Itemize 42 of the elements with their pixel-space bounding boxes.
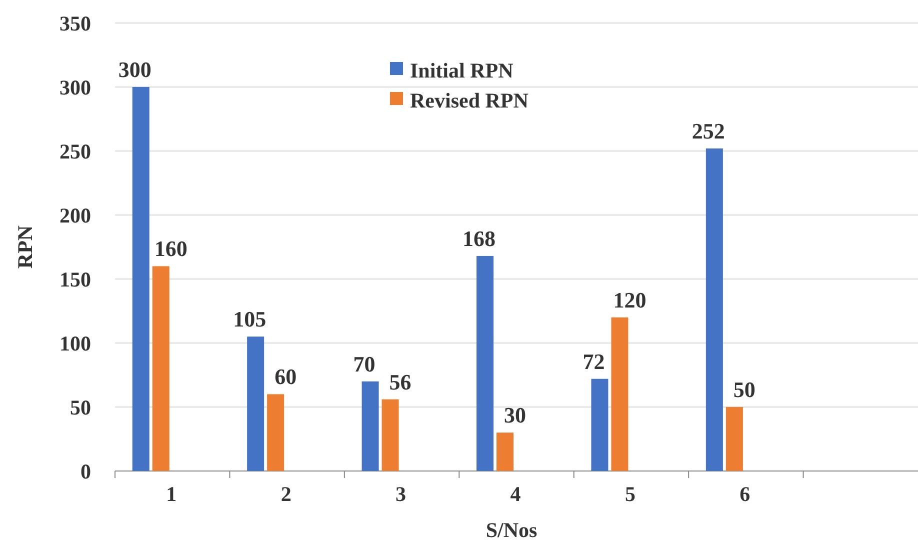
bar xyxy=(706,148,723,471)
data-label: 70 xyxy=(353,351,376,376)
bar xyxy=(496,432,514,471)
data-label: 252 xyxy=(692,118,725,144)
x-tick-label: 5 xyxy=(624,482,636,506)
data-label: 105 xyxy=(233,306,266,332)
bar xyxy=(152,266,170,471)
data-label: 50 xyxy=(733,377,756,402)
legend-label: Revised RPN xyxy=(410,88,528,112)
y-tick-label: 350 xyxy=(60,11,91,36)
data-label: 120 xyxy=(613,287,646,312)
y-tick-label: 0 xyxy=(80,459,91,484)
data-label: 168 xyxy=(462,226,496,251)
y-tick-label: 250 xyxy=(60,139,91,164)
x-axis-title: S/Nos xyxy=(486,518,538,542)
x-tick-label: 1 xyxy=(166,482,177,506)
bar xyxy=(132,87,150,471)
x-tick-label: 4 xyxy=(510,482,522,506)
y-tick-label: 50 xyxy=(70,395,91,420)
y-tick-label: 300 xyxy=(60,75,91,100)
bar xyxy=(476,256,494,471)
y-tick-label: 200 xyxy=(60,203,91,228)
y-tick-label: 100 xyxy=(60,331,91,356)
bar xyxy=(362,381,379,471)
data-label: 30 xyxy=(504,402,526,428)
x-tick-label: 2 xyxy=(280,482,292,506)
x-tick-label: 3 xyxy=(396,482,406,506)
data-label: 60 xyxy=(274,364,297,390)
bar xyxy=(611,317,628,471)
bar xyxy=(726,407,743,471)
y-tick-label: 150 xyxy=(60,267,91,292)
bar xyxy=(247,336,264,471)
legend-label: Initial RPN xyxy=(410,58,514,82)
data-label: 300 xyxy=(118,57,152,82)
bar xyxy=(382,399,399,471)
data-label: 160 xyxy=(154,236,188,262)
y-axis-title: RPN xyxy=(13,225,37,269)
x-tick-label: 6 xyxy=(740,482,750,506)
bar xyxy=(267,394,284,471)
data-label: 56 xyxy=(389,369,412,394)
data-label: 72 xyxy=(582,348,605,374)
bar xyxy=(591,378,608,471)
